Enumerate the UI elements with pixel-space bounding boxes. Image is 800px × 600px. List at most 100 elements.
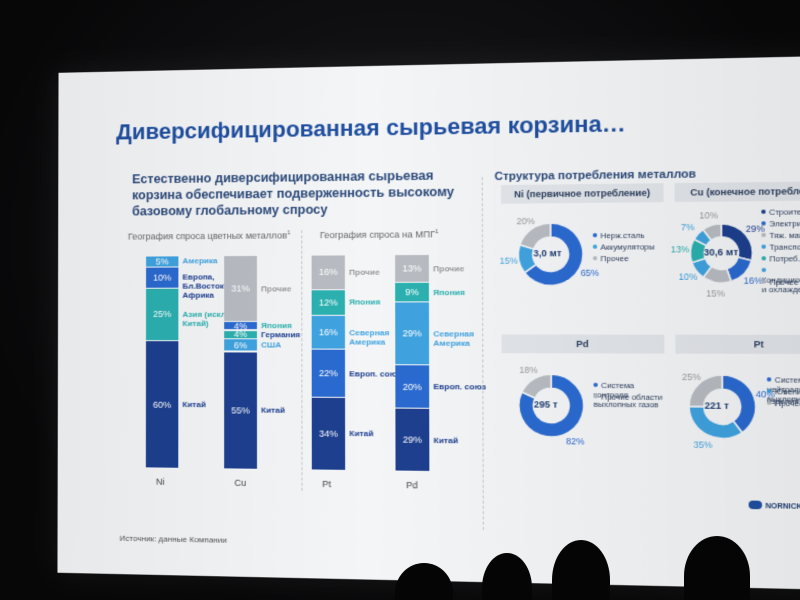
donut-center-label: 295 т (534, 399, 558, 410)
bar-value-label: 20% (395, 381, 429, 392)
bar-value-label: 6% (224, 340, 257, 350)
donut-charts-area: Ni (первичное потребление) 65% 15% 20% 3,0 м… (59, 55, 800, 73)
source-note: Источник: данные Компании (120, 534, 227, 545)
donut-legend-item: Электрич.сети (761, 219, 800, 229)
legend-dot-icon (593, 383, 597, 387)
bar-segment-pd: 13% (395, 255, 429, 282)
legend-dot-icon (761, 221, 765, 225)
legend-dot-icon (762, 280, 767, 284)
bar-series-label: Китай (349, 429, 373, 438)
left-subtitle-sup: 1 (287, 230, 290, 236)
legend-label: Прочие области (601, 392, 662, 402)
lead-text: Естественно диверсифицированная сырьевая… (132, 167, 454, 219)
bar-value-label: 31% (224, 283, 257, 293)
lead-line-3: базовому глобальному спросу (132, 200, 454, 219)
bar-series-label: Китай (434, 435, 459, 445)
legend-dot-icon (761, 245, 766, 249)
legend-dot-icon (767, 401, 772, 405)
bar-value-label: 22% (312, 368, 345, 378)
legend-dot-icon (762, 268, 767, 272)
donut-legend-item: Транспорт (761, 242, 800, 252)
bar-series-label: Япония (261, 321, 292, 330)
legend-label: Нерж.сталь (600, 231, 644, 241)
bar-segment-pt: 22% (312, 350, 345, 396)
bar-series-label: Европ. союз (349, 369, 401, 378)
donut-center-label: 30,6 мт (704, 247, 739, 258)
legend-dot-icon (767, 377, 772, 381)
donut-slice (522, 374, 551, 398)
donut-legend-item: Строительство (761, 207, 800, 217)
donut-legend-item: Нерж.сталь (593, 231, 645, 241)
legend-label: Транспорт (769, 242, 800, 252)
bar-value-label: 55% (224, 405, 257, 415)
bar-segment-cu: 31% (224, 256, 257, 321)
bar-value-label: 5% (146, 256, 178, 266)
bar-value-label: 25% (146, 309, 178, 319)
donut-legend-item: Тяж. машин-е (761, 230, 800, 240)
bar-value-label: 60% (146, 399, 178, 409)
donut-panel-title: Pd (501, 334, 664, 353)
legend-label: Строительство (769, 207, 800, 217)
divider-left (301, 230, 302, 491)
logo-mark-icon (749, 501, 762, 510)
legend-dot-icon (767, 389, 772, 393)
legend-label: Аккумуляторы (600, 242, 654, 252)
legend-dot-icon (593, 394, 597, 398)
bar-series-label: Япония (433, 288, 465, 297)
bar-segment-ni: 5% (146, 256, 178, 266)
donut-center-label: 3,0 мт (533, 248, 561, 259)
donut-center-label: 221 т (705, 400, 729, 411)
bar-value-label: 16% (312, 327, 345, 337)
bar-segment-pd: 29% (395, 409, 429, 471)
bar-value-label: 4% (224, 321, 257, 331)
legend-label: Прочее (600, 254, 628, 264)
presentation-slide: Диверсифицированная сырьевая корзина… Ес… (57, 55, 800, 590)
x-tick-label: Cu (234, 478, 246, 488)
bar-series-label: Америка (182, 256, 217, 265)
donut-legend-item: Аккумуляторы (593, 242, 655, 252)
bar-segment-cu: 6% (224, 339, 257, 351)
donut-legend-item: Потреб. Товары (762, 254, 800, 264)
bar-value-label: 29% (395, 328, 429, 338)
right-subtitle-text: География спроса на МПГ (320, 229, 435, 240)
legend-label: Электрич.сети (769, 219, 800, 229)
divider-right (482, 177, 484, 530)
x-tick-label: Pd (406, 480, 418, 491)
bar-value-label: 10% (146, 272, 178, 282)
bar-value-label: 29% (395, 434, 429, 445)
donut-legend-item: Прочее (593, 254, 629, 264)
right-title: Структура потребления металлов (494, 168, 696, 183)
bar-value-label: 16% (312, 267, 345, 277)
bar-series-label: Германия (261, 330, 300, 339)
bar-segment-pt: 34% (312, 397, 345, 470)
x-tick-label: Pt (322, 479, 331, 489)
bar-series-label: США (261, 341, 281, 350)
legend-dot-icon (761, 210, 765, 214)
right-subtitle: География спроса на МПГ1 (320, 229, 439, 240)
bar-value-label: 13% (395, 263, 429, 273)
company-logo: NORNICKEL (749, 501, 800, 512)
bar-series-label: Китай (182, 400, 206, 409)
stacked-bars-area: 60% Китай 25% Азия (искл. Китай) 10% Европа, … (59, 55, 800, 73)
bar-segment-pd: 29% (395, 303, 429, 365)
bar-value-label: 12% (312, 297, 345, 307)
legend-dot-icon (762, 256, 767, 260)
bar-segment-pt: 16% (312, 316, 345, 349)
legend-dot-icon (593, 233, 597, 237)
bar-segment-ni: 60% (146, 341, 178, 468)
bar-segment-pd: 20% (395, 365, 429, 408)
bar-segment-cu: 4% (224, 322, 257, 330)
bar-segment-ni: 25% (146, 288, 178, 340)
bar-series-label: Прочие (433, 264, 464, 273)
bar-segment-cu: 55% (224, 352, 257, 469)
lead-line-2: корзина обеспечивает подверженность высо… (132, 184, 454, 204)
slide-title: Диверсифицированная сырьевая корзина… (116, 111, 626, 146)
bar-segment-cu: 4% (224, 331, 257, 339)
legend-dot-icon (593, 245, 597, 249)
logo-text: NORNICKEL (765, 503, 800, 511)
donut-panel-title: Pt (675, 335, 800, 354)
bar-segment-pt: 16% (312, 255, 345, 288)
donut-legend-item: Прочее (762, 277, 799, 287)
bar-value-label: 9% (395, 287, 429, 297)
